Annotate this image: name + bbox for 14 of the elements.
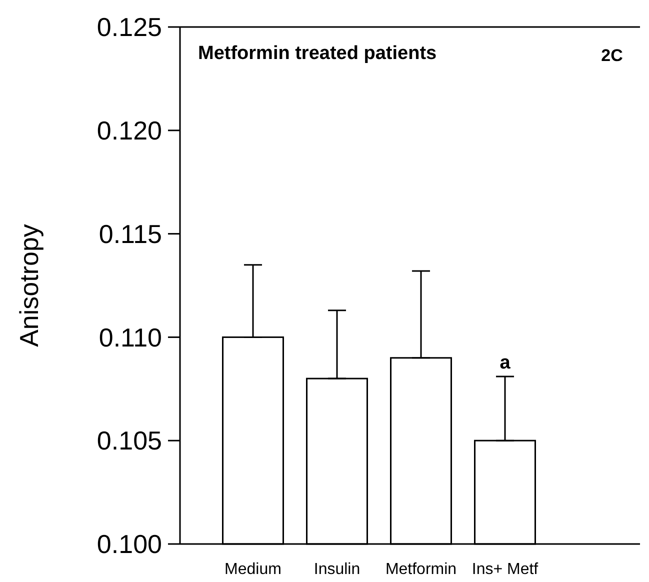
y-tick-label: 0.120 <box>96 116 162 146</box>
x-tick-label: Insulin <box>314 561 360 578</box>
x-tick-label: Medium <box>224 561 282 578</box>
y-tick-label: 0.110 <box>98 322 162 352</box>
y-axis-title: Anisotropy <box>14 224 44 347</box>
x-tick-label: Ins+ Metf <box>472 561 539 578</box>
x-tick-label: Metformin <box>385 561 457 578</box>
y-tick-label: 0.125 <box>96 12 162 42</box>
text: 2C <box>601 46 623 65</box>
y-tick-label: 0.105 <box>96 426 162 456</box>
text: Metformin treated patients <box>198 43 437 64</box>
y-tick-label: 0.100 <box>96 529 162 560</box>
y-tick-label: 0.115 <box>98 218 162 249</box>
annotation: a <box>500 352 511 374</box>
